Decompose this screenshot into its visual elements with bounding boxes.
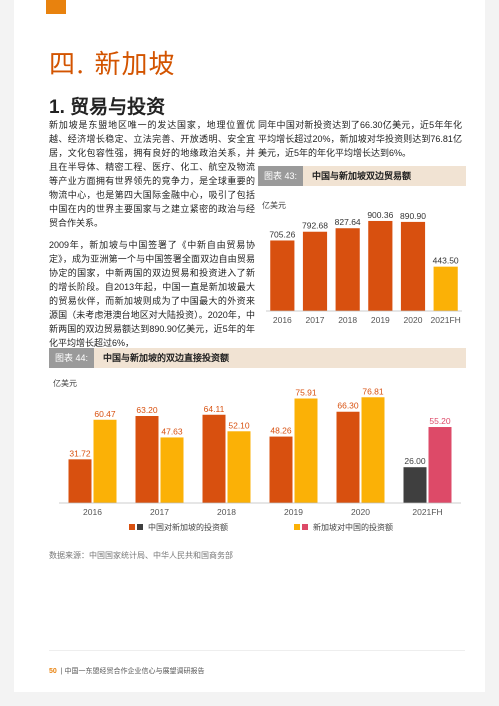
report-name: | 中国一东盟经贸合作企业信心与展望调研报告	[60, 668, 205, 675]
data-label-series2-2018: 52.10	[228, 420, 250, 430]
data-label-series1-2020: 66.30	[337, 401, 359, 411]
trade-bar-chart: 705.26 2016 792.68 2017 827.64 2018 900.36 2019…	[266, 210, 462, 325]
chapter-title: 四. 新加坡	[49, 50, 176, 80]
data-label-series1-2018: 64.11	[204, 404, 225, 414]
paragraph-investment: 同年中国对新投资达到了66.30亿美元，近5年年化平均增长超过20%，新加坡对华…	[258, 120, 462, 158]
x-tick-label: 2017	[150, 507, 169, 517]
bar-series1-2017	[135, 416, 159, 503]
legend-swatch	[294, 524, 300, 530]
data-label-series2-2020: 76.81	[362, 386, 384, 396]
chart-header: 图表 44: 中国与新加坡的双边直接投资额	[49, 348, 466, 368]
chart-unit-label: 亿美元	[53, 379, 77, 388]
bar-series2-2020	[361, 397, 385, 503]
section-title: 1. 贸易与投资	[49, 97, 166, 118]
bar-2018	[335, 228, 360, 311]
x-tick-label: 2018	[338, 315, 357, 325]
x-tick-label: 2016	[83, 507, 102, 517]
data-label-series1-2021FH: 26.00	[404, 456, 426, 466]
report-page: 四. 新加坡 1. 贸易与投资 新加坡是东盟地区唯一的发达国家，地理位置优越、经…	[14, 0, 485, 692]
x-tick-label: 2019	[371, 315, 390, 325]
legend-swatch	[302, 524, 308, 530]
x-tick-label: 2021FH	[431, 315, 461, 325]
text-column-left: 新加坡是东盟地区唯一的发达国家，地理位置优越、经济增长稳定、立法完善、开放透明、…	[49, 118, 255, 350]
bar-series2-2017	[160, 437, 184, 503]
data-label-2021FH: 443.50	[433, 256, 459, 266]
data-label-2018: 827.64	[335, 217, 361, 227]
bar-series1-2016	[68, 459, 92, 503]
bar-series2-2018	[227, 431, 251, 503]
bar-2017	[302, 231, 328, 311]
data-label-2020: 890.90	[400, 211, 426, 221]
page-footer: 50 | 中国一东盟经贸合作企业信心与展望调研报告	[49, 666, 205, 676]
legend-swatch	[137, 524, 143, 530]
x-tick-label: 2018	[217, 507, 236, 517]
bar-2021FH	[433, 266, 458, 311]
x-tick-label: 2021FH	[412, 507, 442, 517]
data-label-series1-2016: 31.72	[69, 448, 91, 458]
trade-chart-panel: 图表 43: 中国与新加坡双边贸易额 亿美元 705.26 2016 792.68 2…	[258, 166, 466, 331]
footer-divider	[49, 650, 465, 651]
legend-label: 中国对新加坡的投资额	[148, 522, 228, 532]
data-label-series1-2019: 48.26	[270, 426, 292, 436]
bar-series1-2020	[336, 411, 360, 503]
paragraph-intro: 新加坡是东盟地区唯一的发达国家，地理位置优越、经济增长稳定、立法完善、开放透明、…	[49, 120, 255, 228]
x-tick-label: 2017	[306, 315, 325, 325]
bar-series2-2021FH	[428, 427, 452, 503]
bar-series2-2016	[93, 419, 117, 503]
x-tick-label: 2020	[404, 315, 423, 325]
x-tick-label: 2016	[273, 315, 292, 325]
chart-unit-label: 亿美元	[262, 201, 286, 210]
bar-series1-2018	[202, 414, 226, 503]
page-number: 50	[49, 668, 57, 675]
chart-tag: 图表 44:	[49, 348, 95, 368]
chart-tag: 图表 43:	[258, 166, 304, 186]
legend-label: 新加坡对中国的投资额	[313, 522, 393, 532]
bar-2020	[400, 221, 426, 311]
data-label-series1-2017: 63.20	[136, 405, 158, 415]
top-accent-bar	[46, 0, 66, 14]
data-label-2016: 705.26	[269, 229, 295, 239]
paragraph-fta: 2009年，新加坡与中国签署了《中新自由贸易协定》，成为亚洲第一个与中国签署全面…	[49, 240, 255, 348]
bar-2016	[270, 240, 295, 311]
data-label-series2-2016: 60.47	[94, 409, 116, 419]
investment-chart-panel: 图表 44: 中国与新加坡的双边直接投资额 亿美元 31.72 60.47 2016…	[49, 348, 466, 543]
data-label-2017: 792.68	[302, 221, 328, 231]
x-tick-label: 2020	[351, 507, 370, 517]
bar-2019	[368, 220, 393, 311]
x-tick-label: 2019	[284, 507, 303, 517]
chart-title: 中国与新加坡双边贸易额	[312, 171, 412, 181]
data-source-note: 数据来源：中国国家统计局、中华人民共和国商务部	[49, 551, 233, 560]
text-column-right: 同年中国对新投资达到了66.30亿美元，近5年年化平均增长超过20%，新加坡对华…	[258, 118, 462, 160]
chart-title: 中国与新加坡的双边直接投资额	[103, 353, 230, 363]
data-label-series2-2019: 75.91	[295, 388, 317, 398]
data-label-2019: 900.36	[367, 210, 393, 220]
data-label-series2-2021FH: 55.20	[429, 416, 451, 426]
chart-header: 图表 43: 中国与新加坡双边贸易额	[258, 166, 466, 186]
legend-swatch	[129, 524, 135, 530]
data-label-series2-2017: 47.63	[161, 426, 183, 436]
bar-series1-2019	[269, 436, 293, 503]
bar-series2-2019	[294, 398, 318, 503]
bar-series1-2021FH	[403, 467, 427, 503]
